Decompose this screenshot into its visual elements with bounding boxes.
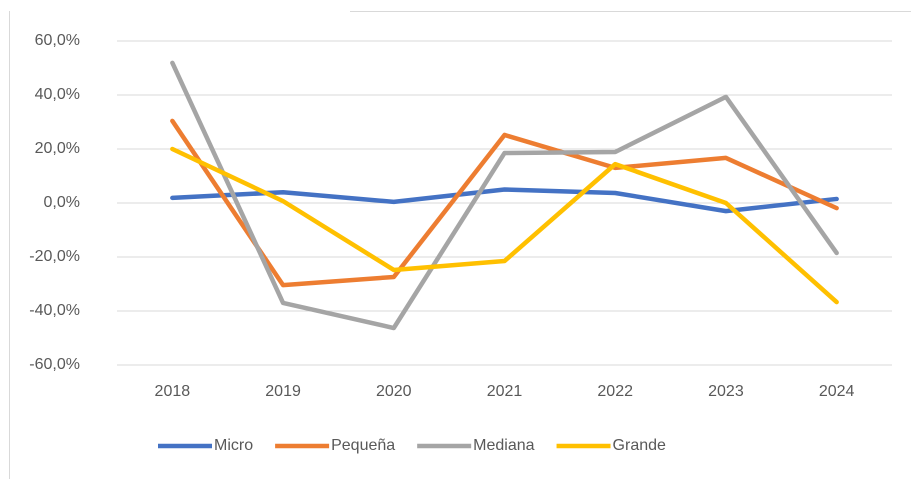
x-tick-label: 2023 — [708, 383, 744, 400]
y-tick-label: 40,0% — [35, 86, 80, 103]
y-tick-label: -60,0% — [29, 356, 80, 373]
x-tick-label: 2018 — [155, 383, 191, 400]
series-line — [170, 187, 839, 214]
x-tick-label: 2022 — [597, 383, 633, 400]
legend-label: Micro — [214, 437, 253, 454]
x-tick-label: 2019 — [265, 383, 301, 400]
y-tick-label: -40,0% — [29, 302, 80, 319]
legend-label: Grande — [613, 437, 666, 454]
y-tick-label: -20,0% — [29, 248, 80, 265]
x-tick-label: 2024 — [819, 383, 855, 400]
legend-label: Mediana — [473, 437, 534, 454]
legend-label: Pequeña — [331, 437, 395, 454]
series-line — [170, 60, 839, 331]
series-line — [170, 146, 839, 305]
y-tick-label: 60,0% — [35, 32, 80, 49]
y-tick-label: 0,0% — [44, 194, 80, 211]
x-tick-label: 2021 — [487, 383, 523, 400]
y-tick-label: 20,0% — [35, 140, 80, 157]
x-tick-label: 2020 — [376, 383, 412, 400]
series-line — [170, 118, 839, 288]
